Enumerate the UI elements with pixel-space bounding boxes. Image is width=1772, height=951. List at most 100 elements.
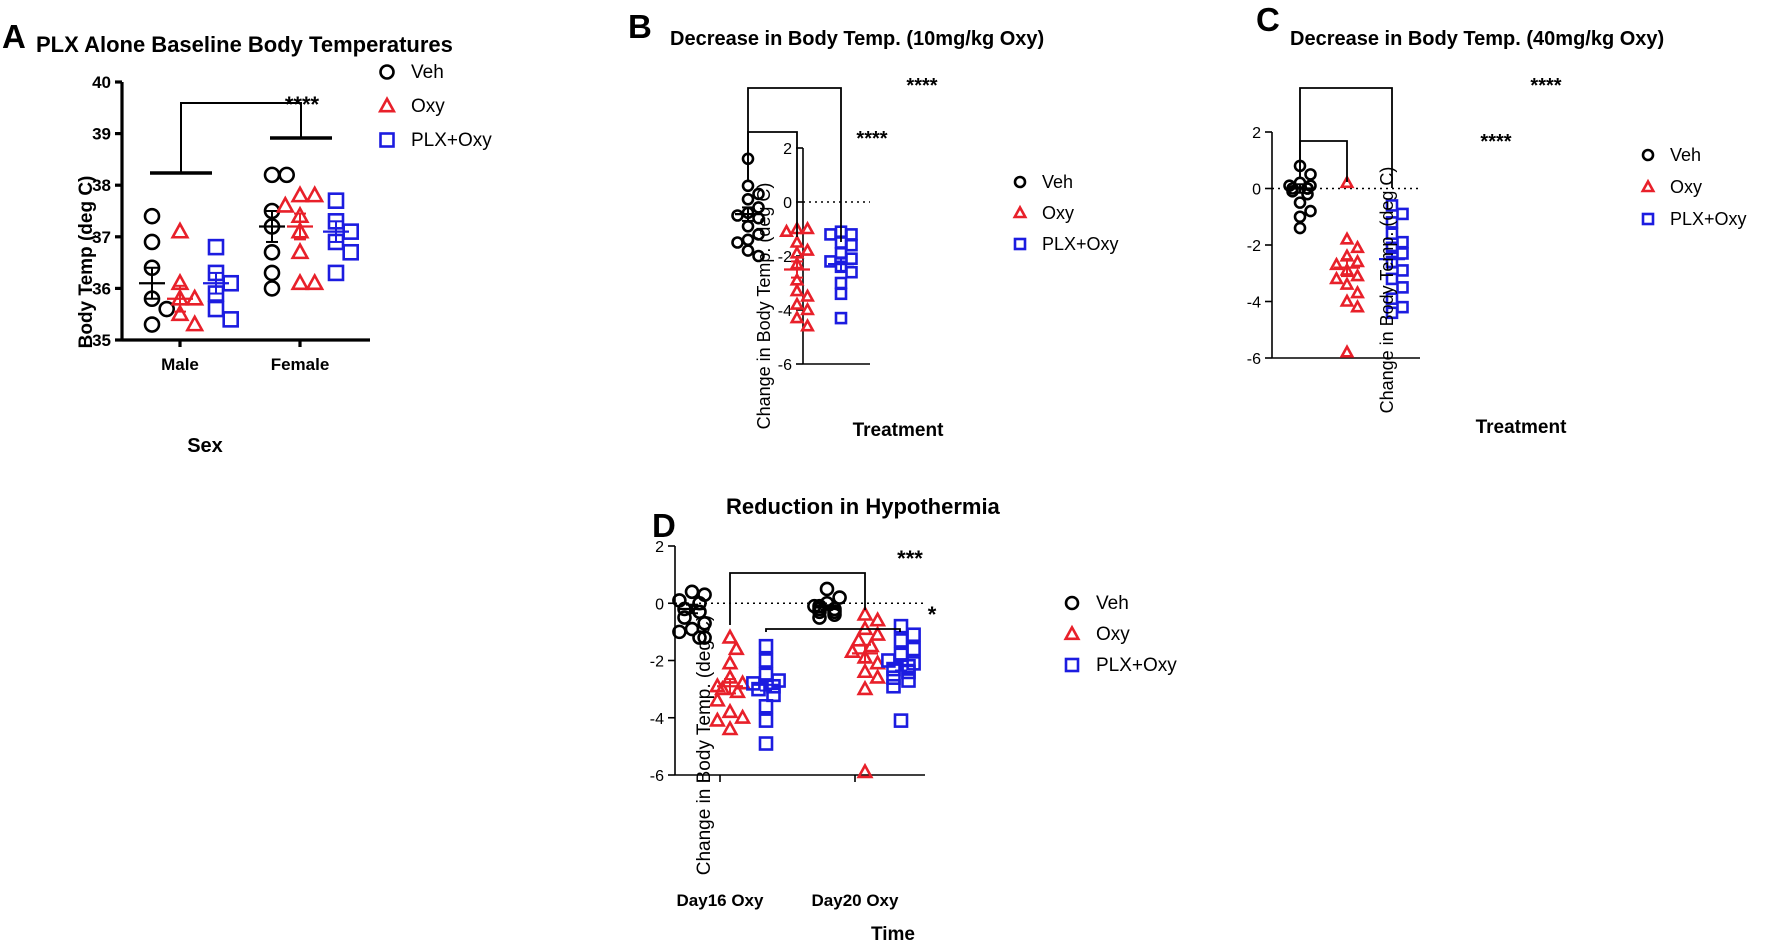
data-point bbox=[708, 691, 726, 707]
chart-title-d: Reduction in Hypothermia bbox=[726, 494, 1001, 519]
data-point bbox=[263, 166, 281, 184]
data-point bbox=[1304, 204, 1317, 218]
y-tick-label: 36 bbox=[92, 279, 111, 298]
data-point bbox=[1396, 235, 1409, 249]
legend-marker bbox=[1013, 175, 1027, 189]
data-point bbox=[327, 264, 345, 282]
data-point bbox=[207, 300, 225, 318]
y-axis-label-c: Change in Body Temp. (deg C) bbox=[1377, 167, 1397, 414]
data-point bbox=[1350, 267, 1365, 282]
significance-label: **** bbox=[906, 75, 937, 97]
y-tick-label: 0 bbox=[655, 596, 664, 613]
significance-label: *** bbox=[897, 546, 923, 571]
data-point bbox=[1293, 221, 1307, 235]
data-point bbox=[290, 241, 310, 260]
data-point bbox=[1339, 344, 1355, 358]
data-point bbox=[263, 264, 281, 282]
y-tick-label: 39 bbox=[92, 125, 111, 144]
data-point bbox=[263, 280, 281, 297]
significance-label: **** bbox=[1480, 131, 1511, 153]
data-point bbox=[789, 309, 805, 324]
legend-marker bbox=[1064, 657, 1080, 673]
data-point bbox=[834, 276, 848, 290]
y-tick-label: 38 bbox=[92, 176, 111, 195]
significance-bracket bbox=[1299, 140, 1348, 182]
legend-marker bbox=[377, 96, 397, 113]
data-point bbox=[827, 607, 842, 623]
chart-title-a: PLX Alone Baseline Body Temperatures bbox=[36, 32, 453, 57]
data-point bbox=[869, 654, 887, 670]
data-point bbox=[845, 238, 858, 252]
data-point bbox=[222, 311, 239, 328]
data-point bbox=[1385, 306, 1399, 320]
y-tick-label: -4 bbox=[1247, 295, 1261, 312]
panel-d: D Reduction in Hypothermia -6 -4 -2 0 2 Day16… bbox=[650, 494, 1178, 945]
data-point bbox=[886, 670, 901, 685]
data-point bbox=[893, 633, 909, 648]
data-point bbox=[741, 220, 755, 233]
data-point bbox=[1293, 210, 1307, 224]
y-axis-label-d: Change in Body Temp. (deg C) bbox=[694, 615, 715, 876]
x-tick-label: Day16 Oxy bbox=[677, 891, 764, 910]
data-point bbox=[1396, 247, 1409, 260]
data-point bbox=[886, 678, 901, 694]
data-point bbox=[758, 653, 774, 668]
data-point bbox=[1385, 199, 1399, 212]
data-point bbox=[886, 661, 901, 677]
data-point bbox=[721, 702, 739, 719]
data-point bbox=[766, 678, 781, 694]
legend-label: PLX+Oxy bbox=[411, 130, 492, 151]
data-point bbox=[327, 192, 345, 209]
significance-bracket bbox=[1299, 87, 1393, 188]
panel-label-b: B bbox=[628, 8, 652, 45]
chart-title-b: Decrease in Body Temp. (10mg/kg Oxy) bbox=[670, 28, 1044, 50]
data-point bbox=[1350, 298, 1365, 313]
legend-marker bbox=[1641, 212, 1655, 226]
data-point bbox=[800, 288, 815, 302]
data-point bbox=[752, 228, 765, 241]
data-point bbox=[906, 627, 921, 643]
data-point bbox=[290, 185, 310, 203]
y-tick-label: -4 bbox=[778, 303, 792, 320]
data-point bbox=[800, 220, 815, 235]
data-point bbox=[727, 639, 745, 656]
y-tick-label: -4 bbox=[650, 711, 664, 728]
legend-marker bbox=[1012, 204, 1028, 219]
data-point bbox=[845, 265, 858, 279]
data-point bbox=[170, 303, 190, 322]
data-point bbox=[342, 243, 360, 261]
data-point bbox=[713, 679, 732, 696]
data-point bbox=[1385, 292, 1399, 305]
data-point bbox=[741, 233, 755, 247]
data-point bbox=[845, 252, 858, 265]
data-point bbox=[752, 187, 765, 201]
data-point bbox=[832, 590, 847, 605]
data-point bbox=[275, 195, 295, 213]
significance-label: **** bbox=[285, 92, 320, 117]
plot-area-d: -6 -4 -2 0 2 Day16 Oxy Day20 Oxy bbox=[650, 539, 925, 910]
data-point bbox=[721, 719, 739, 736]
panel-label-d: D bbox=[652, 507, 676, 544]
data-point bbox=[856, 605, 874, 621]
data-point bbox=[692, 630, 707, 645]
data-point bbox=[1396, 281, 1409, 294]
data-point bbox=[158, 300, 175, 318]
data-point bbox=[741, 193, 755, 206]
legend-marker bbox=[1641, 148, 1655, 162]
panel-b: B Decrease in Body Temp. (10mg/kg Oxy) -… bbox=[628, 8, 1119, 441]
significance-label: **** bbox=[1530, 75, 1561, 97]
x-axis-label-c: Treatment bbox=[1476, 417, 1567, 438]
plot-area-a: 35 36 37 38 39 40 Male Female bbox=[92, 73, 370, 374]
legend-d: Veh Oxy PLX+Oxy bbox=[1063, 593, 1177, 676]
y-tick-label: 37 bbox=[92, 228, 111, 247]
significance-bracket bbox=[729, 572, 866, 625]
legend-label: Oxy bbox=[411, 96, 445, 117]
data-point bbox=[721, 654, 739, 670]
data-point bbox=[170, 221, 190, 239]
y-tick-label: -2 bbox=[650, 654, 664, 671]
plot-area-c: -6 -4 -2 0 2 bbox=[1247, 87, 1420, 368]
data-point bbox=[734, 708, 752, 724]
legend-marker bbox=[1013, 237, 1027, 251]
data-point bbox=[893, 713, 909, 728]
